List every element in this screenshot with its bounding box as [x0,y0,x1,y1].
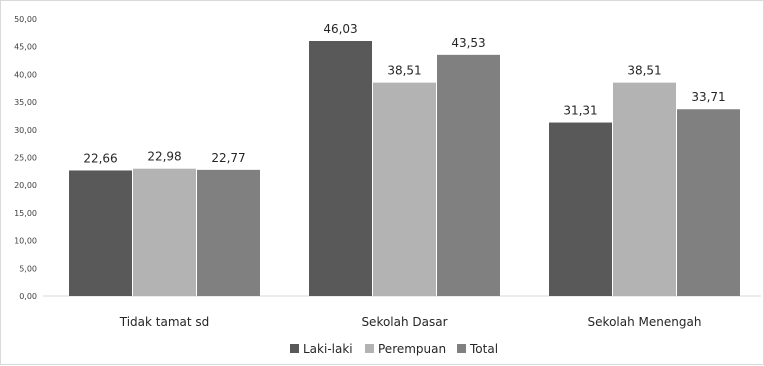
bar-total-3 [677,109,740,296]
category-label: Tidak tamat sd [119,315,210,329]
y-tick-label: 50,00 [14,15,37,24]
data-label: 31,31 [563,104,597,118]
y-tick-label: 45,00 [14,43,37,52]
data-label: 38,51 [387,64,421,78]
category-labels: Tidak tamat sd Sekolah Dasar Sekolah Menen… [119,315,702,329]
y-tick-label: 35,00 [14,98,37,107]
bar-laki-laki-2 [309,40,372,296]
y-tick-label: 20,00 [14,181,37,190]
bar-laki-laki-3 [549,122,612,296]
category-label: Sekolah Menengah [588,315,702,329]
data-label: 33,71 [691,90,725,104]
data-label: 22,98 [147,150,181,164]
data-label: 46,03 [323,22,357,36]
legend-label: Perempuan [378,342,446,356]
data-label: 22,77 [211,151,245,165]
y-tick-label: 15,00 [14,209,37,218]
category-label: Sekolah Dasar [361,315,447,329]
y-tick-label: 0,00 [19,292,37,301]
bar-total-2 [437,54,500,297]
legend-label: Laki-laki [303,342,353,356]
legend: Laki-laki Perempuan Total [290,342,498,356]
legend-swatch-laki-laki [290,344,299,353]
bar-perempuan-1 [133,168,196,296]
bar-total-1 [197,169,260,296]
y-tick-label: 10,00 [14,237,37,246]
bar-perempuan-3 [613,82,676,296]
data-labels: 22,66 22,98 22,77 46,03 38,51 43,53 31,31 38,51… [83,22,725,165]
bar-perempuan-2 [373,82,436,296]
y-tick-label: 40,00 [14,70,37,79]
bar-laki-laki-1 [69,170,132,296]
y-tick-label: 5,00 [19,264,37,273]
y-tick-label: 30,00 [14,126,37,135]
data-label: 38,51 [627,64,661,78]
legend-label: Total [469,342,498,356]
y-tick-label: 25,00 [14,154,37,163]
bars [69,40,740,297]
legend-swatch-total [457,344,466,353]
y-axis: 0,00 5,00 10,00 15,00 20,00 25,00 30,00 35,00 40… [14,15,37,301]
data-label: 43,53 [451,36,485,50]
legend-swatch-perempuan [365,344,374,353]
data-label: 22,66 [83,151,117,165]
